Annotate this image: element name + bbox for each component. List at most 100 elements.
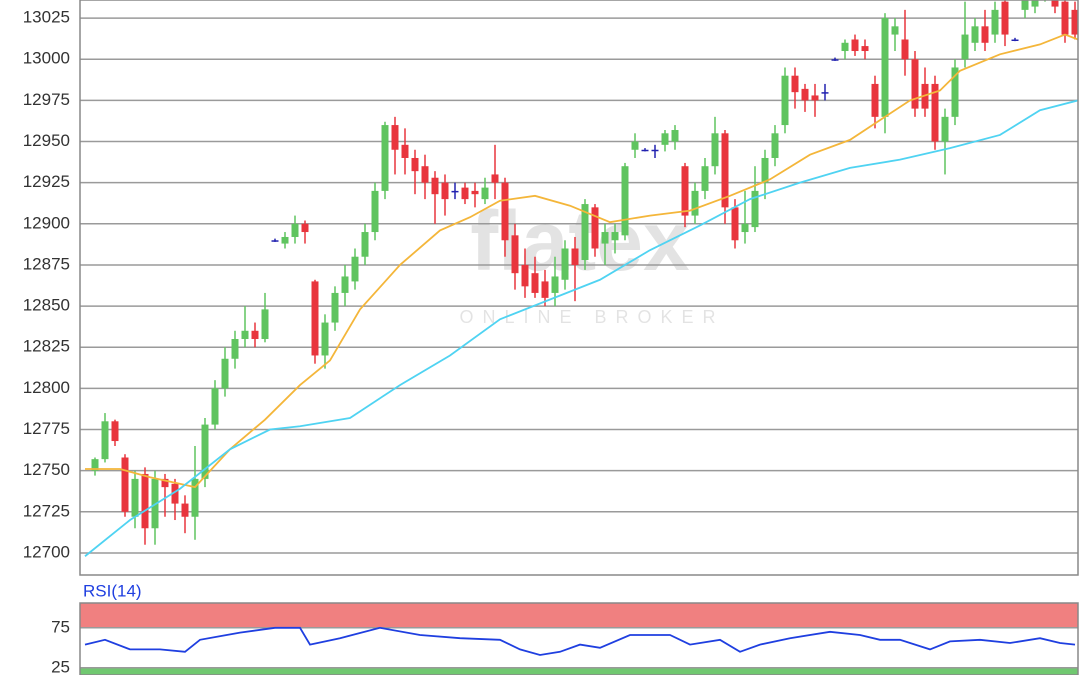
y-tick-label: 12875: [23, 254, 70, 273]
plot-border: [79, 602, 1079, 675]
y-tick-label: 12825: [23, 337, 70, 356]
y-tick-label: 12975: [23, 90, 70, 109]
candle-body: [721, 133, 729, 208]
candle-body: [421, 166, 429, 183]
candle-body: [691, 190, 699, 216]
candle-body: [161, 478, 169, 488]
candle-body: [561, 248, 569, 280]
candle-body: [431, 177, 439, 195]
candle-body: [221, 358, 229, 389]
candle-body: [111, 421, 119, 442]
candle-body: [771, 133, 779, 158]
candle-body: [831, 59, 839, 61]
candle-body: [931, 83, 939, 142]
candle-body: [191, 478, 199, 517]
candle-body: [401, 144, 409, 158]
candle-body: [841, 42, 849, 52]
y-tick-label: 12700: [23, 542, 70, 561]
candle-body: [1051, 0, 1059, 7]
candle-body: [231, 339, 239, 359]
candle-body: [1011, 39, 1019, 41]
candle-body: [591, 207, 599, 249]
candle-body: [281, 236, 289, 244]
candle-body: [471, 190, 479, 195]
candle-body: [121, 457, 129, 512]
candle-body: [601, 232, 609, 244]
candle-body: [371, 190, 379, 233]
candle-body: [701, 166, 709, 191]
candle-body: [551, 276, 559, 293]
candle-body: [811, 95, 819, 101]
y-tick-label: 13000: [23, 49, 70, 68]
candle-body: [731, 207, 739, 241]
y-tick-label: 12850: [23, 296, 70, 315]
candle-body: [581, 204, 589, 261]
candle-body: [291, 223, 299, 237]
candle-body: [961, 34, 969, 60]
y-tick-label: 12775: [23, 419, 70, 438]
candle-body: [911, 59, 919, 109]
watermark-subtitle: ONLINE BROKER: [459, 307, 724, 327]
candle-body: [171, 483, 179, 504]
candle-body: [981, 26, 989, 43]
candle-body: [381, 125, 389, 191]
candle-body: [461, 187, 469, 200]
candle-body: [241, 330, 249, 340]
candle-body: [1021, 0, 1029, 10]
candle-body: [511, 235, 519, 274]
candle-body: [141, 473, 149, 529]
y-tick-label: 12800: [23, 378, 70, 397]
candle-body: [1071, 9, 1078, 35]
candle-body: [131, 478, 139, 517]
candle-body: [871, 83, 879, 117]
candle-body: [321, 322, 329, 356]
candle-body: [941, 116, 949, 142]
candle-body: [781, 75, 789, 126]
y-tick-label: 12950: [23, 131, 70, 150]
candle-body: [801, 88, 809, 101]
candle-body: [451, 190, 459, 193]
candle-body: [741, 223, 749, 233]
candle-body: [481, 187, 489, 200]
candle-body: [331, 292, 339, 323]
candle-body: [361, 232, 369, 257]
candle-body: [301, 223, 309, 233]
y-tick-label: 12725: [23, 501, 70, 520]
series-line: [85, 33, 1078, 489]
candle-body: [951, 67, 959, 117]
series-line: [84, 99, 1078, 557]
candle-body: [621, 166, 629, 236]
candle-body: [341, 276, 349, 293]
candle-body: [181, 503, 189, 517]
candle-body: [411, 157, 419, 172]
y-tick-label: 75: [51, 617, 70, 636]
plot-border: [79, 0, 1079, 576]
candle-body: [971, 26, 979, 43]
rsi-title: RSI(14): [83, 581, 142, 600]
candle-body: [391, 125, 399, 150]
candle-body: [501, 182, 509, 241]
candle-body: [351, 256, 359, 282]
candle-body: [91, 459, 99, 471]
candle-body: [821, 92, 829, 94]
candle-body: [681, 166, 689, 216]
candle-body: [211, 388, 219, 425]
candle-body: [711, 133, 719, 167]
candle-body: [751, 190, 759, 228]
candle-body: [251, 330, 259, 340]
candle-body: [881, 18, 889, 117]
y-tick-label: 12750: [23, 460, 70, 479]
candle-body: [201, 424, 209, 479]
candle-body: [521, 264, 529, 287]
candle-body: [861, 46, 869, 52]
candle-body: [571, 248, 579, 265]
y-tick-label: 25: [51, 657, 70, 675]
candle-body: [491, 174, 499, 183]
y-tick-label: 12925: [23, 172, 70, 191]
candle-body: [641, 149, 649, 152]
candle-body: [311, 281, 319, 356]
y-tick-label: 13025: [23, 8, 70, 27]
plot-area: [80, 0, 1078, 557]
